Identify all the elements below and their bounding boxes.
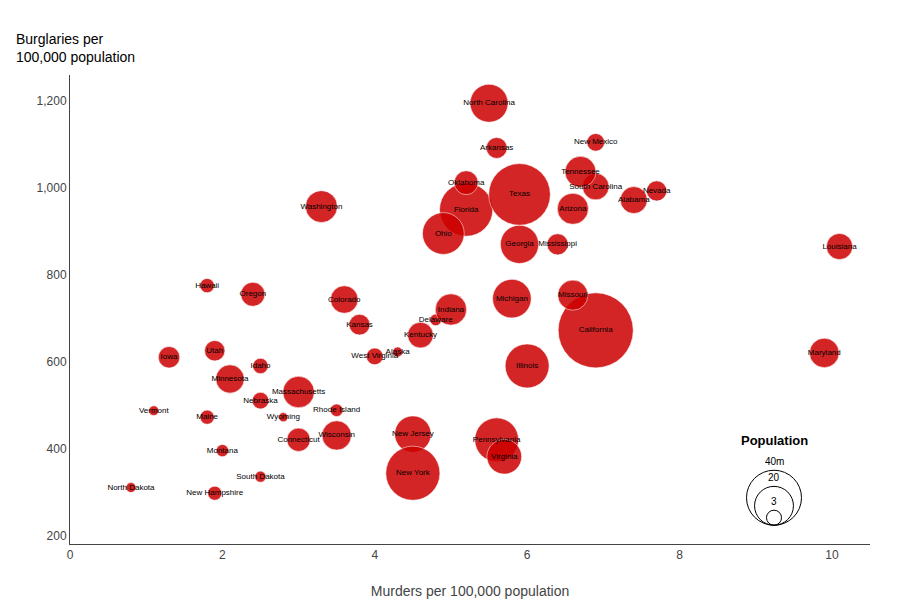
svg-text:3: 3 <box>771 496 777 507</box>
svg-text:Washington: Washington <box>300 202 342 211</box>
svg-text:West Virginia: West Virginia <box>351 351 398 360</box>
svg-text:Virginia: Virginia <box>491 452 518 461</box>
svg-text:0: 0 <box>67 548 74 562</box>
svg-text:200: 200 <box>47 529 67 543</box>
svg-text:Tennessee: Tennessee <box>561 167 600 176</box>
svg-text:Kansas: Kansas <box>346 320 373 329</box>
svg-text:8: 8 <box>676 548 683 562</box>
svg-text:Delaware: Delaware <box>419 315 453 324</box>
svg-text:Massachusetts: Massachusetts <box>272 387 325 396</box>
svg-text:Texas: Texas <box>509 189 530 198</box>
svg-text:Population: Population <box>741 433 808 448</box>
svg-text:New Hampshire: New Hampshire <box>186 488 243 497</box>
svg-text:40m: 40m <box>765 456 784 467</box>
svg-text:Maine: Maine <box>196 412 218 421</box>
svg-text:Kentucky: Kentucky <box>404 330 437 339</box>
svg-text:Florida: Florida <box>454 205 479 214</box>
svg-text:Burglaries per100,000 populati: Burglaries per100,000 population <box>16 31 135 65</box>
svg-text:Arizona: Arizona <box>559 204 587 213</box>
svg-text:Oklahoma: Oklahoma <box>448 178 485 187</box>
svg-text:Maryland: Maryland <box>808 348 841 357</box>
svg-text:600: 600 <box>47 355 67 369</box>
svg-text:Louisiana: Louisiana <box>822 242 857 251</box>
svg-text:South Carolina: South Carolina <box>569 182 622 191</box>
svg-text:2: 2 <box>219 548 226 562</box>
svg-text:Alabama: Alabama <box>618 195 650 204</box>
svg-text:Connecticut: Connecticut <box>277 435 320 444</box>
svg-text:Hawaii: Hawaii <box>195 281 219 290</box>
svg-text:Missouri: Missouri <box>558 290 588 299</box>
svg-text:Nebraska: Nebraska <box>243 396 278 405</box>
svg-text:10: 10 <box>825 548 839 562</box>
svg-text:New Jersey: New Jersey <box>392 429 434 438</box>
svg-text:Montana: Montana <box>207 446 239 455</box>
svg-text:6: 6 <box>524 548 531 562</box>
svg-text:North Carolina: North Carolina <box>463 98 515 107</box>
svg-text:Oregon: Oregon <box>240 289 267 298</box>
svg-text:Georgia: Georgia <box>505 239 534 248</box>
svg-text:20: 20 <box>768 472 780 483</box>
svg-text:South Dakota: South Dakota <box>236 472 285 481</box>
svg-text:Rhode Island: Rhode Island <box>313 405 360 414</box>
svg-text:1,000: 1,000 <box>37 181 67 195</box>
svg-text:400: 400 <box>47 442 67 456</box>
svg-text:California: California <box>579 325 613 334</box>
svg-text:Michigan: Michigan <box>496 294 528 303</box>
svg-text:North Dakota: North Dakota <box>107 483 155 492</box>
svg-text:Colorado: Colorado <box>328 295 361 304</box>
svg-text:New Mexico: New Mexico <box>574 137 618 146</box>
svg-text:Ohio: Ohio <box>435 229 452 238</box>
svg-text:Arkansas: Arkansas <box>480 143 513 152</box>
svg-text:Pennsylvania: Pennsylvania <box>473 435 521 444</box>
svg-text:Indiana: Indiana <box>438 305 465 314</box>
svg-text:Murders per 100,000 population: Murders per 100,000 population <box>371 583 569 599</box>
svg-text:Alaska: Alaska <box>386 347 411 356</box>
svg-text:1,200: 1,200 <box>37 94 67 108</box>
svg-text:Minnesota: Minnesota <box>212 374 249 383</box>
svg-text:Illinois: Illinois <box>516 361 538 370</box>
svg-text:Utah: Utah <box>206 346 223 355</box>
svg-text:Wyoming: Wyoming <box>267 412 300 421</box>
svg-text:Mississippi: Mississippi <box>538 239 577 248</box>
svg-text:Vermont: Vermont <box>139 406 170 415</box>
svg-text:New York: New York <box>396 468 431 477</box>
svg-text:Idaho: Idaho <box>250 361 271 370</box>
svg-text:Nevada: Nevada <box>643 186 671 195</box>
svg-text:800: 800 <box>47 268 67 282</box>
svg-text:Iowa: Iowa <box>161 352 178 361</box>
svg-text:4: 4 <box>371 548 378 562</box>
svg-text:Wisconsin: Wisconsin <box>318 430 354 439</box>
